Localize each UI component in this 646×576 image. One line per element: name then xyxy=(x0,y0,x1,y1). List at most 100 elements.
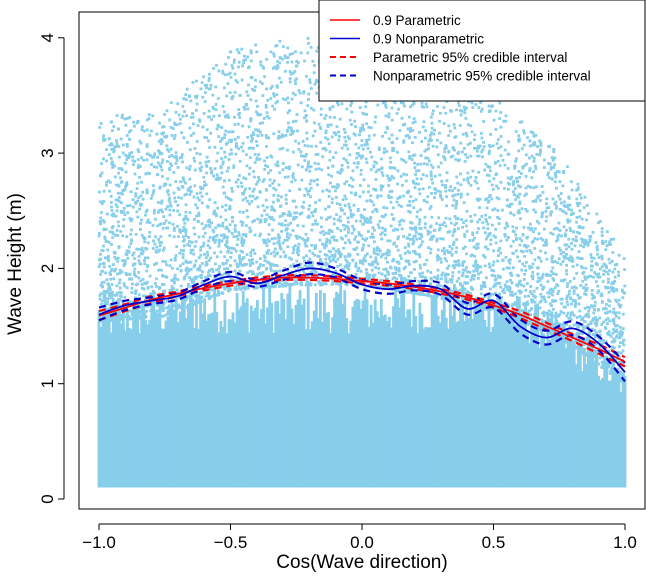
scatter-point xyxy=(102,290,106,293)
scatter-point xyxy=(100,162,103,165)
scatter-point xyxy=(566,303,570,307)
scatter-point xyxy=(206,294,210,297)
scatter-point xyxy=(279,277,283,281)
scatter-point xyxy=(104,183,108,187)
scatter-point xyxy=(184,181,187,185)
scatter-point xyxy=(137,196,141,199)
scatter-point xyxy=(373,273,377,277)
scatter-point xyxy=(551,307,555,311)
scatter-point xyxy=(457,104,461,108)
scatter-point xyxy=(496,259,500,263)
scatter-point xyxy=(184,273,188,277)
scatter-point xyxy=(542,244,546,247)
scatter-point xyxy=(575,335,579,338)
scatter-point xyxy=(295,259,299,263)
scatter-point xyxy=(601,338,605,342)
scatter-point xyxy=(131,198,135,202)
scatter-point xyxy=(176,209,180,213)
scatter-point xyxy=(417,291,421,295)
scatter-point xyxy=(508,289,512,293)
scatter-point xyxy=(110,226,114,230)
scatter-point xyxy=(579,347,583,351)
scatter-point xyxy=(482,254,485,257)
scatter-point xyxy=(244,58,247,62)
scatter-point xyxy=(545,326,549,330)
scatter-point xyxy=(116,191,120,195)
scatter-point xyxy=(313,253,317,257)
scatter-point xyxy=(265,136,268,139)
scatter-point xyxy=(457,259,460,263)
scatter-point xyxy=(588,238,592,242)
scatter-point xyxy=(294,82,297,86)
scatter-point xyxy=(252,133,256,137)
scatter-point xyxy=(337,282,341,286)
scatter-point xyxy=(284,284,288,288)
scatter-strip xyxy=(209,313,213,488)
scatter-point xyxy=(359,269,363,273)
scatter-point xyxy=(578,257,582,260)
scatter-point xyxy=(407,275,411,278)
scatter-point xyxy=(567,196,571,200)
scatter-point xyxy=(158,240,162,244)
scatter-strip xyxy=(556,321,560,488)
scatter-point xyxy=(241,257,244,261)
scatter-point xyxy=(438,119,441,123)
scatter-point xyxy=(430,235,434,239)
scatter-point xyxy=(559,310,563,313)
scatter-point xyxy=(553,163,556,167)
scatter-point xyxy=(269,50,273,54)
scatter-point xyxy=(571,342,575,345)
scatter-point xyxy=(346,165,350,169)
scatter-point xyxy=(140,283,144,286)
scatter-strip xyxy=(524,301,527,488)
scatter-point xyxy=(400,101,403,105)
scatter-point xyxy=(610,259,614,263)
scatter-point xyxy=(210,169,214,173)
scatter-point xyxy=(201,186,205,190)
scatter-point xyxy=(389,166,393,170)
scatter-point xyxy=(266,165,269,168)
scatter-point xyxy=(493,282,497,286)
scatter-point xyxy=(444,184,447,187)
scatter-point xyxy=(168,213,172,217)
scatter-point xyxy=(189,248,193,252)
scatter-point xyxy=(579,196,583,200)
scatter-point xyxy=(440,183,444,187)
scatter-point xyxy=(564,211,568,215)
scatter-point xyxy=(330,230,334,234)
scatter-point xyxy=(499,285,503,289)
scatter-strip xyxy=(424,326,428,488)
scatter-point xyxy=(245,90,249,94)
scatter-point xyxy=(244,196,248,200)
scatter-point xyxy=(254,197,257,201)
scatter-point xyxy=(132,310,136,314)
scatter-point xyxy=(566,257,570,260)
scatter-point xyxy=(131,253,134,257)
scatter-point xyxy=(396,288,400,292)
scatter-point xyxy=(588,332,591,336)
scatter-point xyxy=(499,111,503,114)
scatter-point xyxy=(186,285,190,289)
scatter-point xyxy=(509,271,513,275)
scatter-point xyxy=(287,282,290,286)
scatter-point xyxy=(581,279,585,283)
scatter-point xyxy=(484,213,488,217)
scatter-point xyxy=(486,222,490,226)
scatter-point xyxy=(547,309,551,313)
scatter-point xyxy=(145,143,149,147)
scatter-point xyxy=(501,289,505,293)
scatter-point xyxy=(255,110,258,114)
scatter-point xyxy=(585,287,589,290)
scatter-point xyxy=(100,171,104,175)
scatter-strip xyxy=(270,302,274,488)
scatter-point xyxy=(304,74,308,78)
scatter-point xyxy=(338,117,342,121)
scatter-point xyxy=(245,209,249,212)
scatter-point xyxy=(408,251,411,255)
scatter-point xyxy=(138,139,142,143)
scatter-point xyxy=(203,252,206,256)
scatter-point xyxy=(471,169,475,173)
scatter-point xyxy=(184,298,188,302)
scatter-point xyxy=(216,124,220,128)
scatter-point xyxy=(265,57,269,61)
